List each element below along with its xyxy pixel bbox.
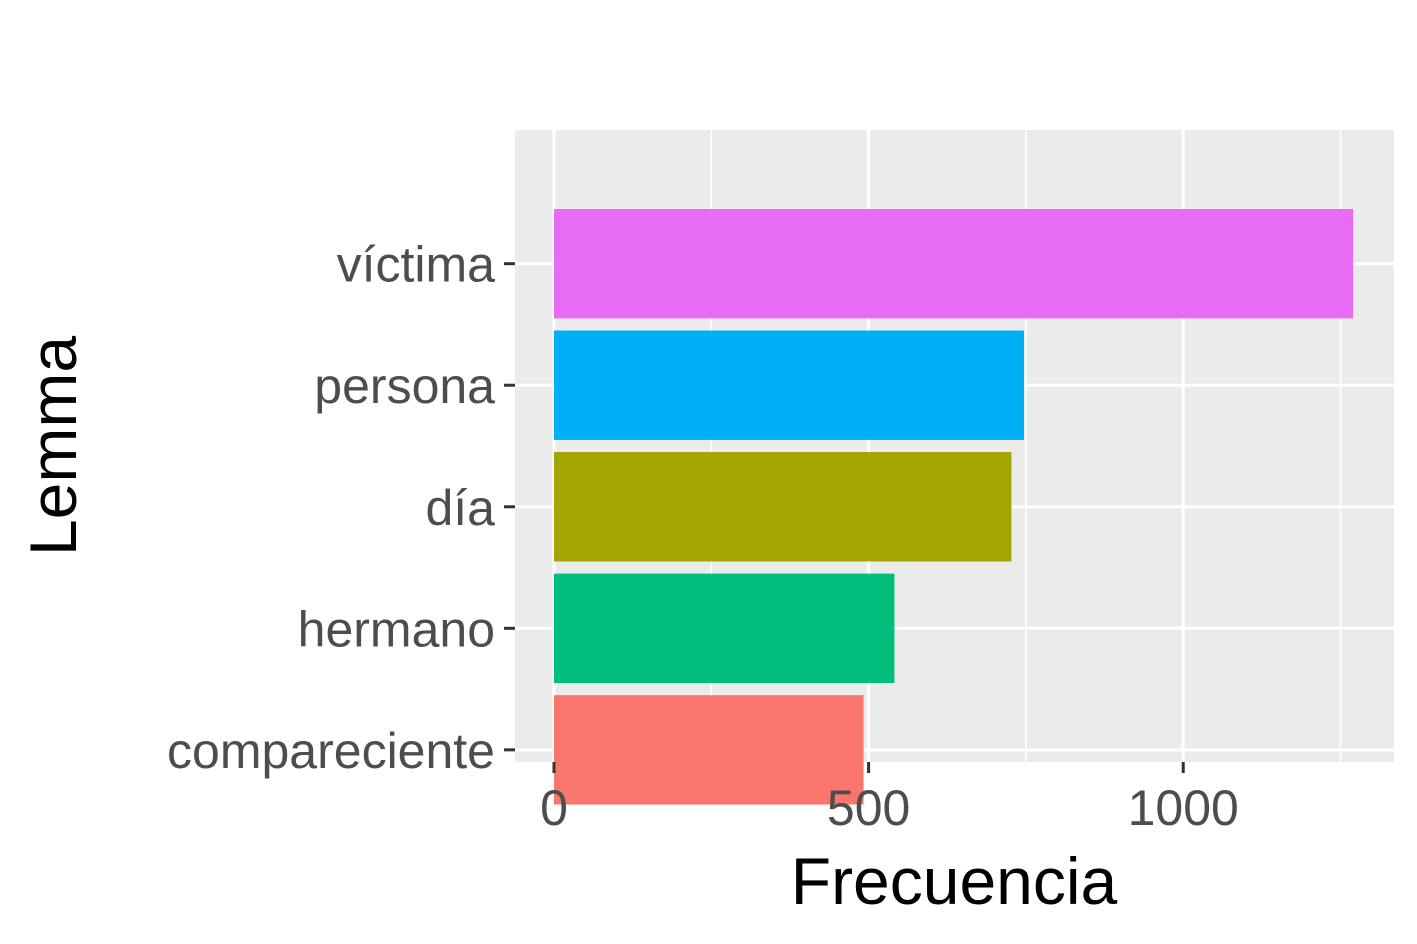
bar-persona (554, 330, 1025, 440)
bar-día (554, 452, 1012, 562)
y-axis: víctima persona día hermano compareciente (167, 237, 515, 779)
x-axis-title: Frecuencia (791, 844, 1118, 918)
bar-compareciente (554, 695, 864, 805)
y-tick-label: hermano (298, 601, 495, 657)
bar-víctima (554, 209, 1354, 319)
x-tick-label: 500 (827, 780, 910, 836)
bars (554, 209, 1354, 805)
x-tick-label: 1000 (1128, 780, 1239, 836)
y-tick-label: víctima (337, 237, 496, 293)
x-axis: 0 500 1000 (540, 762, 1239, 836)
bar-hermano (554, 573, 895, 683)
y-tick-label: día (425, 480, 495, 536)
y-tick-label: persona (314, 358, 495, 414)
y-tick-label: compareciente (167, 723, 495, 779)
y-axis-title: Lemma (16, 336, 90, 556)
x-tick-label: 0 (540, 780, 568, 836)
